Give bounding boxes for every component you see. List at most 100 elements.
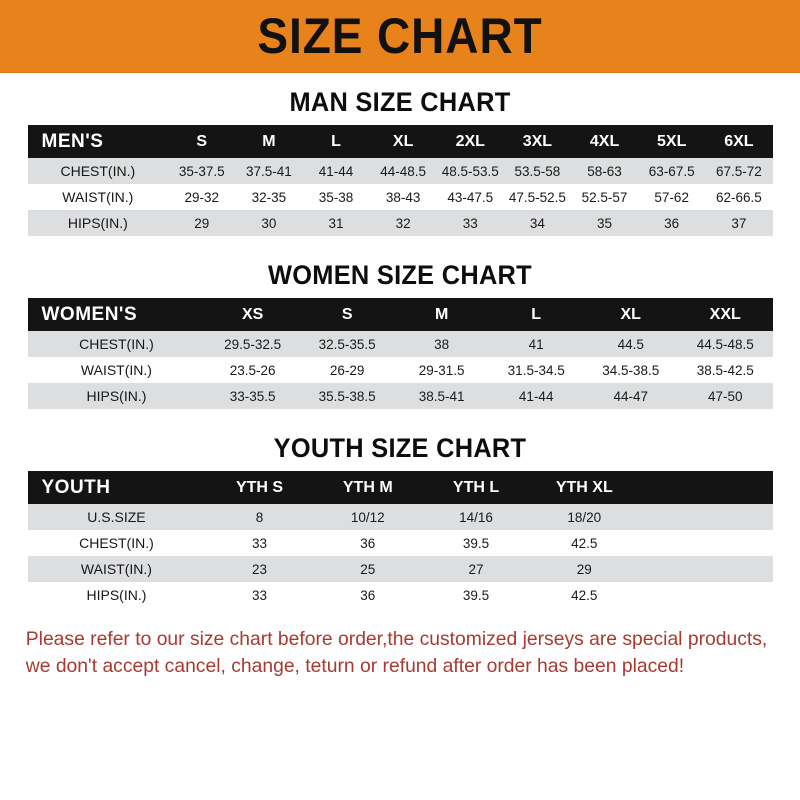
man-size-col-2: M [262, 132, 276, 150]
man-chest-7: 58-63 [587, 163, 622, 179]
table-row: CHEST(IN.) 33 36 39.5 42.5 [27, 530, 773, 556]
women-row-label-chest: CHEST(IN.) [79, 336, 154, 352]
youth-hips-1: 33 [252, 587, 268, 603]
man-hips-4: 32 [395, 215, 411, 231]
man-size-col-3: L [331, 132, 341, 150]
women-chest-4: 41 [528, 336, 544, 352]
youth-hips-4: 42.5 [571, 587, 598, 603]
table-row: WAIST(IN.) 29-32 32-35 35-38 38-43 43-47… [27, 184, 773, 210]
youth-waist-1: 23 [252, 561, 268, 577]
man-size-col-1: S [196, 132, 208, 150]
youth-size-table: YOUTH YTH S YTH M YTH L YTH XL U.S.SIZE … [27, 471, 773, 608]
man-section-title: MAN SIZE CHART [289, 87, 511, 117]
man-size-col-7: 4XL [589, 132, 620, 150]
women-chest-6: 44.5-48.5 [696, 336, 754, 352]
youth-ussize-1: 8 [255, 509, 264, 525]
youth-chest-2: 36 [360, 535, 376, 551]
youth-ussize-4: 18/20 [567, 509, 602, 525]
women-size-col-3: M [435, 305, 449, 323]
man-chest-1: 35-37.5 [178, 163, 225, 179]
man-size-col-6: 3XL [522, 132, 553, 150]
youth-size-col-3: YTH L [452, 478, 500, 496]
youth-spacer-cell [638, 471, 772, 504]
youth-table-body: U.S.SIZE 8 10/12 14/16 18/20 CHEST(IN.) … [27, 504, 773, 608]
man-waist-8: 57-62 [654, 189, 689, 205]
man-chest-8: 63-67.5 [648, 163, 695, 179]
youth-spacer-cell [638, 582, 772, 608]
man-size-col-9: 6XL [724, 132, 754, 150]
women-table-body: CHEST(IN.) 29.5-32.5 32.5-35.5 38 41 44.… [27, 331, 773, 409]
man-waist-2: 32-35 [251, 189, 287, 205]
women-corner-label: WOMEN'S [41, 303, 138, 325]
youth-spacer-cell [638, 504, 772, 530]
man-waist-7: 52.5-57 [581, 189, 628, 205]
women-waist-1: 23.5-26 [229, 362, 276, 378]
youth-header-row: YOUTH YTH S YTH M YTH L YTH XL [27, 471, 773, 504]
women-hips-1: 33-35.5 [229, 388, 276, 404]
youth-spacer-cell [638, 530, 772, 556]
table-row: CHEST(IN.) 35-37.5 37.5-41 41-44 44-48.5… [27, 158, 773, 184]
women-waist-4: 31.5-34.5 [507, 362, 565, 378]
youth-chest-3: 39.5 [462, 535, 490, 551]
youth-row-label-hips: HIPS(IN.) [86, 587, 147, 603]
women-table-head: WOMEN'S XS S M L XL XXL [27, 298, 773, 331]
disclaimer-line-1: Please refer to our size chart before or… [25, 628, 768, 650]
youth-row-label-waist: WAIST(IN.) [80, 561, 152, 577]
man-waist-6: 47.5-52.5 [508, 189, 566, 205]
women-waist-2: 26-29 [329, 362, 365, 378]
youth-row-label-chest: CHEST(IN.) [79, 535, 154, 551]
table-row: HIPS(IN.) 33 36 39.5 42.5 [27, 582, 773, 608]
man-chest-3: 41-44 [318, 163, 354, 179]
youth-ussize-2: 10/12 [350, 509, 385, 525]
man-chest-5: 48.5-53.5 [441, 163, 499, 179]
man-table-head: MEN'S S M L XL 2XL 3XL 4XL 5XL 6XL [27, 125, 773, 158]
table-row: WAIST(IN.) 23 25 27 29 [27, 556, 773, 582]
man-hips-5: 33 [462, 215, 478, 231]
youth-size-col-4: YTH XL [555, 478, 613, 496]
women-hips-3: 38.5-41 [418, 388, 465, 404]
man-row-label-waist: WAIST(IN.) [62, 189, 134, 205]
man-waist-9: 62-66.5 [715, 189, 762, 205]
women-hips-4: 41-44 [518, 388, 554, 404]
man-waist-3: 35-38 [318, 189, 354, 205]
women-header-row: WOMEN'S XS S M L XL XXL [27, 298, 773, 331]
man-hips-7: 35 [597, 215, 613, 231]
youth-section-title: YOUTH SIZE CHART [273, 433, 527, 463]
women-size-col-1: XS [241, 305, 264, 323]
man-row-label-hips: HIPS(IN.) [67, 215, 128, 231]
man-chest-4: 44-48.5 [380, 163, 427, 179]
man-chest-2: 37.5-41 [245, 163, 292, 179]
page-banner: SIZE CHART [0, 0, 800, 73]
women-row-label-waist: WAIST(IN.) [80, 362, 152, 378]
table-row: HIPS(IN.) 33-35.5 35.5-38.5 38.5-41 41-4… [27, 383, 773, 409]
youth-hips-2: 36 [360, 587, 376, 603]
women-chest-3: 38 [434, 336, 450, 352]
women-table-wrap: WOMEN'S XS S M L XL XXL CHEST(IN.) 29.5-… [27, 298, 773, 409]
women-size-col-2: S [341, 305, 353, 323]
man-row-label-chest: CHEST(IN.) [60, 163, 136, 179]
youth-size-col-2: YTH M [342, 478, 393, 496]
youth-hips-3: 39.5 [462, 587, 490, 603]
man-table-wrap: MEN'S S M L XL 2XL 3XL 4XL 5XL 6XL CHEST… [27, 125, 773, 236]
youth-waist-2: 25 [360, 561, 376, 577]
page-title: SIZE CHART [257, 8, 543, 64]
man-size-col-5: 2XL [455, 132, 485, 150]
man-waist-4: 38-43 [385, 189, 421, 205]
women-chest-1: 29.5-32.5 [224, 336, 282, 352]
man-waist-1: 29-32 [184, 189, 219, 205]
youth-size-col-1: YTH S [235, 478, 284, 496]
youth-ussize-3: 14/16 [459, 509, 493, 525]
table-row: WAIST(IN.) 23.5-26 26-29 29-31.5 31.5-34… [27, 357, 773, 383]
table-row: CHEST(IN.) 29.5-32.5 32.5-35.5 38 41 44.… [27, 331, 773, 357]
order-disclaimer: Please refer to our size chart before or… [26, 626, 774, 680]
table-row: HIPS(IN.) 29 30 31 32 33 34 35 36 37 [27, 210, 773, 236]
women-waist-6: 38.5-42.5 [696, 362, 754, 378]
women-row-label-hips: HIPS(IN.) [86, 388, 147, 404]
women-section-title: WOMEN SIZE CHART [268, 260, 532, 290]
women-waist-5: 34.5-38.5 [602, 362, 660, 378]
man-waist-5: 43-47.5 [447, 189, 494, 205]
women-size-table: WOMEN'S XS S M L XL XXL CHEST(IN.) 29.5-… [27, 298, 773, 409]
man-hips-9: 37 [731, 215, 747, 231]
man-hips-8: 36 [664, 215, 680, 231]
women-size-col-5: XL [620, 305, 641, 323]
